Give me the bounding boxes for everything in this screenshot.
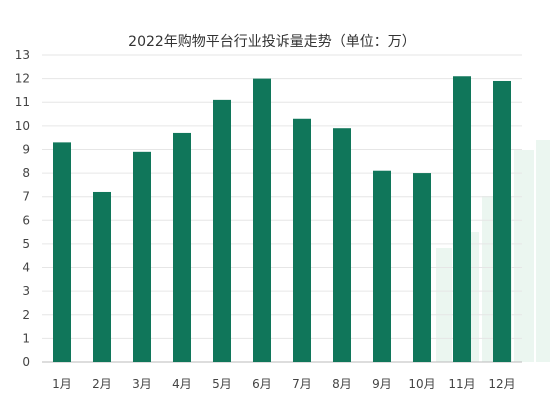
x-tick-label: 12月 bbox=[488, 377, 515, 391]
y-tick-label: 2 bbox=[22, 308, 30, 322]
x-tick-label: 6月 bbox=[252, 377, 272, 391]
bar-11 bbox=[453, 76, 471, 362]
x-tick-label: 8月 bbox=[332, 377, 352, 391]
bar-12 bbox=[493, 80, 511, 362]
x-axis-ticks: 1月 2月 3月 4月 5月 6月 7月 8月 9月 10月 11月 12月 bbox=[52, 377, 515, 391]
x-tick-label: 11月 bbox=[448, 377, 475, 391]
y-tick-label: 13 bbox=[15, 48, 30, 62]
x-tick-label: 2月 bbox=[92, 377, 112, 391]
chart-title: 2022年购物平台行业投诉量走势（单位：万） bbox=[128, 34, 416, 50]
y-tick-label: 12 bbox=[15, 72, 30, 86]
x-tick-label: 4月 bbox=[172, 377, 192, 391]
x-tick-label: 3月 bbox=[132, 377, 152, 391]
bar-8 bbox=[333, 128, 351, 362]
bars bbox=[53, 76, 511, 362]
gridlines bbox=[42, 54, 522, 363]
bar-1 bbox=[53, 142, 71, 362]
y-tick-label: 9 bbox=[22, 142, 30, 156]
x-tick-label: 5月 bbox=[212, 377, 232, 391]
bar-9 bbox=[373, 170, 391, 362]
x-tick-label: 7月 bbox=[292, 377, 312, 391]
bar-5 bbox=[213, 99, 231, 362]
y-tick-label: 10 bbox=[15, 119, 30, 133]
y-tick-label: 4 bbox=[22, 261, 30, 275]
watermark-building-1 bbox=[436, 248, 452, 362]
x-tick-label: 10月 bbox=[408, 377, 435, 391]
y-tick-label: 3 bbox=[22, 284, 30, 298]
bar-4 bbox=[173, 132, 191, 362]
x-tick-label: 1月 bbox=[52, 377, 72, 391]
y-tick-label: 1 bbox=[22, 331, 30, 345]
bar-6 bbox=[253, 78, 271, 362]
bar-3 bbox=[133, 151, 151, 362]
y-tick-label: 0 bbox=[22, 355, 30, 369]
y-tick-label: 5 bbox=[22, 237, 30, 251]
bar-10 bbox=[413, 173, 431, 362]
bar-7 bbox=[293, 118, 311, 362]
watermark-building-4 bbox=[514, 150, 534, 362]
y-tick-label: 7 bbox=[22, 190, 30, 204]
y-tick-label: 8 bbox=[22, 166, 30, 180]
y-tick-label: 11 bbox=[15, 95, 30, 109]
y-tick-label: 6 bbox=[22, 213, 30, 227]
x-tick-label: 9月 bbox=[372, 377, 392, 391]
bar-2 bbox=[93, 191, 111, 362]
watermark-building-5 bbox=[536, 140, 550, 362]
